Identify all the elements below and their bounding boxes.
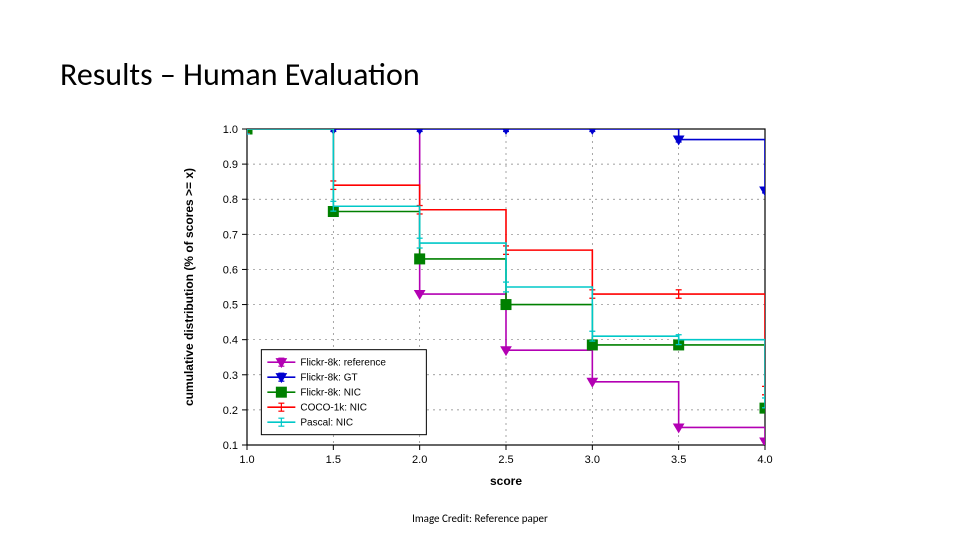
svg-text:COCO-1k: NIC: COCO-1k: NIC: [300, 403, 367, 414]
svg-text:0.6: 0.6: [223, 264, 238, 276]
svg-text:0.9: 0.9: [223, 159, 238, 171]
svg-text:Flickr-8k: reference: Flickr-8k: reference: [300, 358, 386, 369]
legend: Flickr-8k: reference Flickr-8k: GT Flickr-…: [261, 350, 426, 435]
svg-text:1.0: 1.0: [223, 124, 238, 136]
svg-text:0.7: 0.7: [223, 229, 238, 241]
image-credit: Image Credit: Reference paper: [0, 512, 960, 525]
svg-text:Pascal: NIC: Pascal: NIC: [300, 418, 353, 429]
svg-text:3.0: 3.0: [585, 454, 600, 466]
svg-text:2.5: 2.5: [498, 454, 513, 466]
svg-text:0.2: 0.2: [223, 405, 238, 417]
svg-text:4.0: 4.0: [757, 454, 772, 466]
chart-container: 1.0 1.5 2.0 2.5 3.0 3.5 4.0 0.1 0.2 0.3 0.4 0.5 0.6 0…: [175, 115, 785, 495]
svg-text:3.5: 3.5: [671, 454, 686, 466]
svg-text:0.3: 0.3: [223, 370, 238, 382]
svg-text:1.5: 1.5: [326, 454, 341, 466]
svg-text:0.5: 0.5: [223, 300, 238, 312]
svg-text:score: score: [490, 474, 522, 488]
svg-text:0.4: 0.4: [223, 335, 238, 347]
svg-text:0.1: 0.1: [223, 440, 238, 452]
chart-svg: 1.0 1.5 2.0 2.5 3.0 3.5 4.0 0.1 0.2 0.3 0.4 0.5 0.6 0…: [175, 115, 785, 495]
svg-text:Flickr-8k: GT: Flickr-8k: GT: [300, 373, 357, 384]
svg-text:2.0: 2.0: [412, 454, 427, 466]
svg-text:cumulative distribution (% of: cumulative distribution (% of scores >= …: [182, 168, 196, 406]
page-title: Results – Human Evaluation: [60, 55, 420, 94]
svg-text:0.8: 0.8: [223, 194, 238, 206]
svg-text:Flickr-8k: NIC: Flickr-8k: NIC: [300, 388, 361, 399]
svg-text:1.0: 1.0: [239, 454, 254, 466]
